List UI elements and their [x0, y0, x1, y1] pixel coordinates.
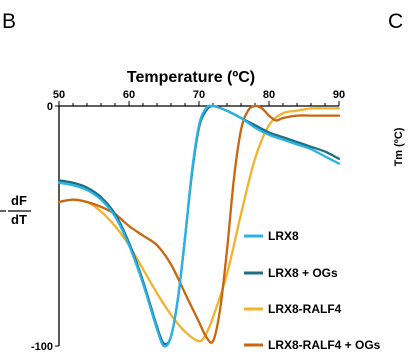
x-axis-title: Temperature (ºC) — [127, 69, 255, 86]
legend-label-lrx8: LRX8 — [268, 229, 299, 243]
legend-label-lrx8-ralf4: LRX8-RALF4 — [268, 302, 342, 316]
x-tick-label: 50 — [53, 89, 65, 101]
y-ticks: 0 -100 — [31, 101, 59, 353]
y-label-denominator: dT — [11, 212, 27, 227]
y-tick-label: 0 — [47, 101, 53, 113]
x-tick-label: 90 — [333, 89, 345, 101]
legend-label-lrx8-ogs: LRX8 + OGs — [268, 266, 338, 280]
series-line-lrx8 — [57, 104, 341, 348]
x-tick-label: 70 — [193, 89, 205, 101]
plot-area: 50 60 70 80 90 0 -100 — [31, 89, 345, 353]
series-lines — [57, 104, 341, 348]
y-tick-label: -100 — [31, 341, 53, 353]
series-line-lrx8-ralf4 — [57, 107, 341, 343]
panel-label-c: C — [388, 10, 403, 33]
x-tick-label: 80 — [263, 89, 275, 101]
legend: LRX8 LRX8 + OGs LRX8-RALF4 LRX8-RALF4 + OGs — [244, 229, 381, 352]
x-ticks: 50 60 70 80 90 — [53, 89, 345, 106]
panel-label-b: B — [2, 10, 16, 33]
legend-label-lrx8-ralf4-ogs: LRX8-RALF4 + OGs — [268, 338, 381, 352]
x-tick-label: 60 — [123, 89, 135, 101]
y-label-numerator: dF — [11, 193, 27, 208]
y-axis-label: dF dT — [0, 193, 31, 227]
series-line-lrx8-ralf4-ogs — [57, 104, 341, 344]
side-label-tm: Tm (ºC) — [393, 127, 405, 166]
